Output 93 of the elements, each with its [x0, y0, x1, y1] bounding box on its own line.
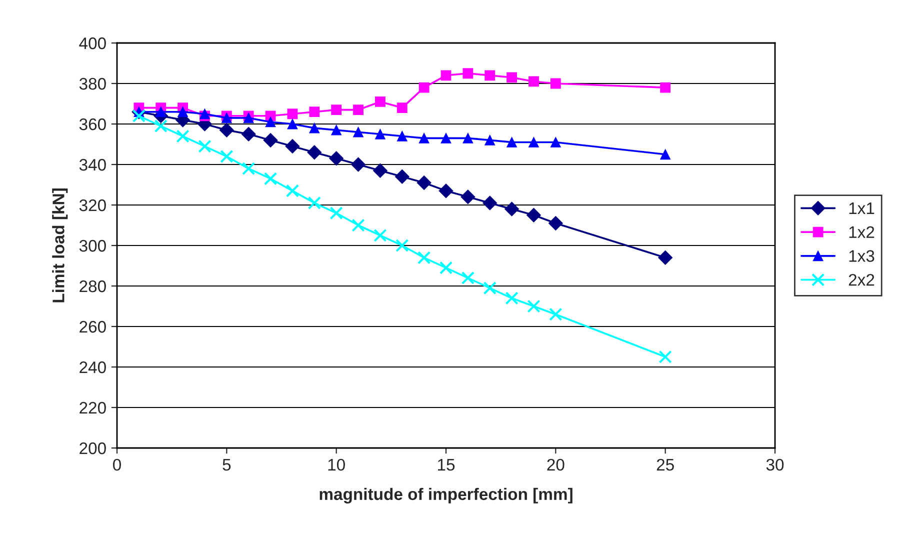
- y-tick-label: 400: [79, 37, 106, 50]
- point: [374, 96, 386, 107]
- y-tick-label: 380: [79, 78, 106, 90]
- point: [484, 134, 496, 146]
- x-tick-label: 25: [656, 458, 674, 471]
- point: [241, 126, 256, 142]
- point: [438, 184, 454, 198]
- point: [220, 150, 234, 163]
- point: [416, 176, 432, 190]
- point: [353, 104, 364, 116]
- point: [178, 106, 188, 118]
- point: [506, 72, 518, 83]
- x-tick-label: 0: [113, 458, 121, 471]
- point: [353, 126, 364, 138]
- point: [285, 139, 300, 154]
- point: [374, 228, 387, 242]
- y-axis-title: Limit load [kN]: [52, 188, 68, 302]
- legend-label: 1x3: [849, 250, 874, 262]
- y-tick-label: 300: [79, 240, 106, 252]
- point: [264, 172, 278, 186]
- point: [176, 130, 190, 143]
- point: [307, 145, 322, 160]
- point: [462, 68, 474, 79]
- point: [198, 140, 212, 153]
- point: [309, 106, 320, 118]
- point: [527, 300, 540, 313]
- point: [550, 137, 561, 148]
- point: [372, 163, 388, 178]
- point: [394, 169, 410, 184]
- point: [374, 128, 386, 140]
- y-tick-label: 240: [80, 361, 106, 374]
- point: [352, 218, 365, 232]
- x-axis-title: magnitude of imperfection [mm]: [320, 488, 572, 504]
- point: [528, 76, 539, 87]
- point: [331, 124, 342, 136]
- point: [462, 132, 474, 144]
- y-tick-label: 340: [79, 158, 106, 171]
- x-tick-label: 5: [222, 459, 231, 471]
- point: [660, 82, 671, 93]
- legend-label: 1x2: [849, 226, 874, 238]
- point: [484, 70, 496, 81]
- point: [506, 137, 518, 148]
- point: [396, 102, 408, 114]
- point: [396, 130, 408, 142]
- point: [658, 350, 672, 364]
- point: [351, 157, 366, 172]
- point: [460, 190, 476, 204]
- point: [287, 108, 298, 120]
- point: [286, 184, 300, 198]
- point: [154, 119, 168, 133]
- x-tick-label: 20: [547, 458, 564, 471]
- point: [439, 261, 453, 274]
- point: [396, 238, 409, 252]
- legend-label: 1x1: [849, 202, 874, 214]
- point: [242, 162, 256, 176]
- point: [219, 122, 234, 138]
- point: [132, 109, 146, 122]
- x-tick-label: 30: [766, 458, 784, 471]
- point: [265, 116, 276, 128]
- point: [548, 216, 563, 230]
- point: [505, 292, 518, 305]
- point: [482, 196, 498, 210]
- y-tick-label: 220: [80, 402, 106, 414]
- x-tick-label: 15: [438, 459, 455, 471]
- legend-label: 2x2: [848, 274, 874, 286]
- y-tick-label: 260: [80, 320, 106, 333]
- point: [504, 202, 520, 216]
- point: [461, 271, 475, 284]
- y-tick-label: 360: [79, 118, 106, 130]
- point: [483, 281, 496, 295]
- x-tick-label: 10: [328, 458, 345, 471]
- point: [440, 132, 452, 144]
- point: [418, 82, 430, 93]
- point: [440, 70, 452, 81]
- point: [660, 149, 671, 160]
- point: [263, 132, 278, 148]
- point: [309, 122, 320, 134]
- point: [550, 78, 561, 89]
- point: [330, 206, 343, 220]
- point: [549, 308, 562, 321]
- y-tick-label: 280: [80, 280, 106, 292]
- point: [658, 250, 673, 265]
- y-tick-label: 200: [80, 442, 106, 454]
- point: [156, 106, 166, 118]
- y-tick-label: 320: [79, 199, 106, 212]
- point: [331, 104, 342, 116]
- point: [418, 132, 430, 144]
- point: [308, 196, 321, 210]
- point: [287, 118, 298, 130]
- point: [329, 151, 344, 166]
- point: [526, 208, 541, 222]
- point: [528, 137, 539, 148]
- point: [417, 251, 431, 264]
